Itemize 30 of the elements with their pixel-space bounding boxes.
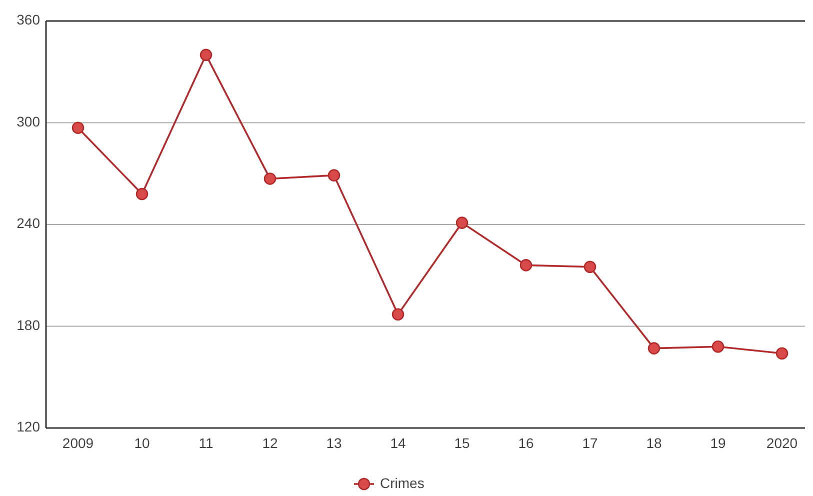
point [136, 188, 148, 200]
x-tick-label: 16 [518, 435, 534, 451]
y-tick-label: 300 [16, 113, 40, 130]
point [776, 347, 788, 360]
point [584, 260, 596, 274]
x-tick-label: 14 [390, 435, 406, 451]
point [72, 122, 84, 134]
y-tick-label: 360 [16, 12, 40, 28]
point [648, 342, 660, 354]
x-tick-label: 13 [326, 435, 342, 451]
point [392, 308, 404, 321]
y-tick-label: 180 [16, 316, 40, 333]
point [200, 48, 212, 62]
point [520, 259, 532, 272]
legend-label: Crimes [380, 475, 424, 491]
x-tick-label: 15 [454, 435, 470, 451]
y-tick-label: 120 [16, 418, 40, 435]
point [264, 172, 276, 185]
x-tick-label: 2009 [62, 435, 94, 451]
x-tick-label: 10 [134, 435, 150, 451]
point [712, 340, 724, 353]
y-tick-label: 240 [16, 215, 40, 232]
x-tick-label: 11 [198, 435, 214, 451]
point [456, 216, 468, 229]
x-tick-label: 2020 [766, 435, 798, 451]
x-tick-label: 12 [262, 435, 278, 451]
x-tick-label: 18 [646, 435, 662, 451]
point [328, 169, 340, 182]
x-tick-label: 19 [710, 435, 726, 451]
x-tick-label: 17 [582, 435, 598, 451]
